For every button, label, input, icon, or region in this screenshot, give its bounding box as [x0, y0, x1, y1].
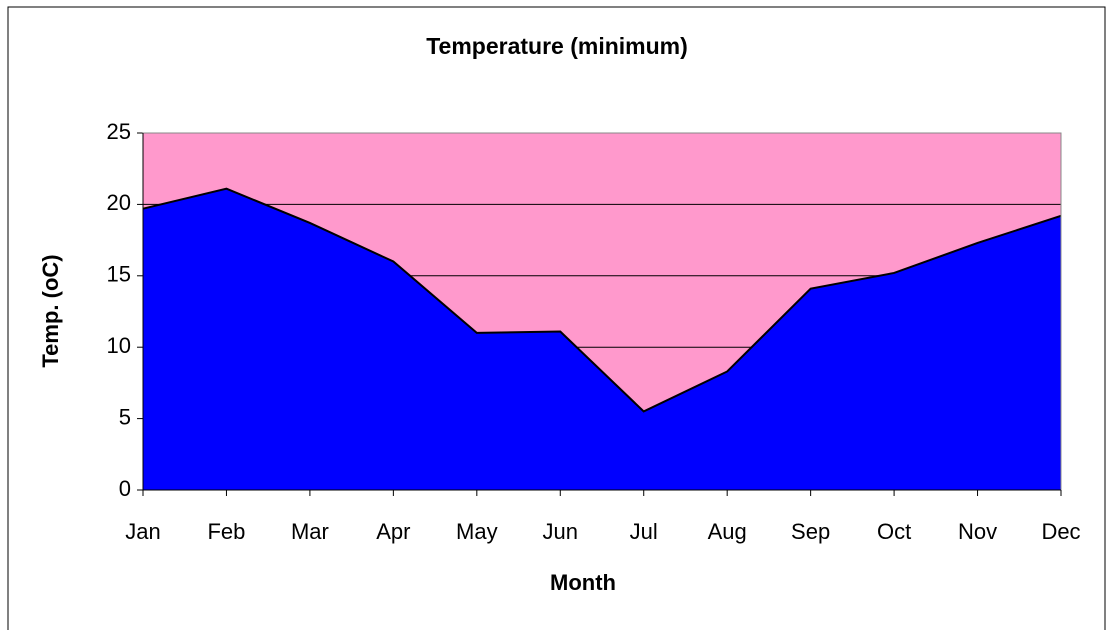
y-tick-label: 25: [107, 119, 131, 144]
y-tick-label: 15: [107, 262, 131, 287]
x-tick-label: Jul: [630, 519, 658, 544]
y-tick-label: 20: [107, 190, 131, 215]
x-tick-label: Sep: [791, 519, 830, 544]
x-tick-label: May: [456, 519, 498, 544]
x-tick-label: Nov: [958, 519, 997, 544]
y-tick-label: 10: [107, 333, 131, 358]
chart-title: Temperature (minimum): [426, 33, 688, 59]
x-tick-label: Jan: [125, 519, 160, 544]
y-tick-label: 0: [119, 476, 131, 501]
x-tick-label: Oct: [877, 519, 911, 544]
y-tick-label: 5: [119, 404, 131, 429]
area-outline: [142, 187, 1062, 413]
x-tick-label: Feb: [207, 519, 245, 544]
y-axis-label: Temp. (oC): [38, 254, 63, 367]
x-tick-label: Dec: [1041, 519, 1080, 544]
x-tick-label: Mar: [291, 519, 329, 544]
area: [143, 188, 1061, 490]
x-tick-label: Aug: [708, 519, 747, 544]
x-tick-label: Jun: [543, 519, 578, 544]
x-axis-label: Month: [550, 570, 616, 595]
x-tick-label: Apr: [376, 519, 410, 544]
